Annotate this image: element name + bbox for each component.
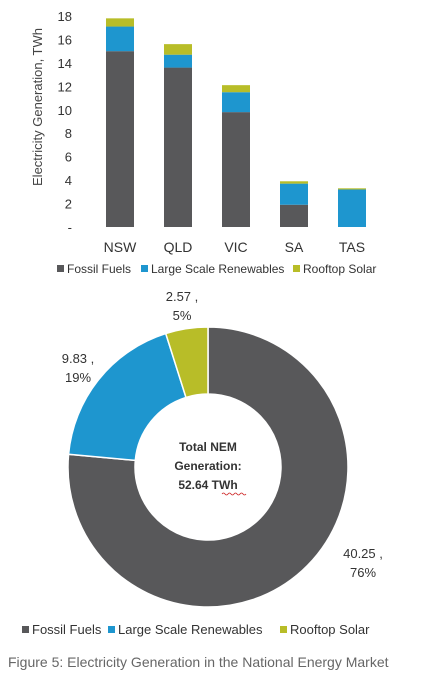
bar-x-tick-label: NSW (104, 239, 137, 255)
bar-x-tick-label: VIC (224, 239, 247, 255)
bar-y-tick-label: 8 (65, 126, 72, 141)
bar-y-tick-label: 18 (58, 9, 72, 24)
bar-legend-swatch (141, 265, 148, 272)
donut-data-label-value: 40.25 , (343, 546, 383, 561)
donut-legend-label: Fossil Fuels (32, 622, 102, 637)
bar-legend-swatch (57, 265, 64, 272)
bar-segment-nsw-rooftop (106, 18, 134, 27)
donut-legend-label: Large Scale Renewables (118, 622, 263, 637)
donut-legend-swatch (108, 626, 115, 633)
bar-segment-sa-renewables (280, 183, 308, 205)
bar-y-tick-label: 4 (65, 173, 72, 188)
donut-slices (67, 326, 349, 608)
bar-x-labels: NSW QLD VIC SA TAS (104, 239, 365, 255)
donut-center-line: Generation: (174, 459, 241, 473)
bar-chart: Electricity Generation, TWh - 2 4 6 8 10 12 14 1… (30, 9, 376, 276)
donut-center-line: 52.64 TWh (178, 478, 237, 492)
bar-legend-label: Large Scale Renewables (151, 262, 284, 276)
bar-y-tick-label: 14 (58, 56, 72, 71)
bar-segment-qld-fossil (164, 67, 192, 227)
bar-segment-tas-rooftop (338, 188, 366, 190)
bar-y-tick-label: 2 (65, 197, 72, 212)
bar-segment-qld-renewables (164, 54, 192, 68)
spellcheck-underline (221, 492, 247, 496)
bar-segment-vic-rooftop (222, 85, 250, 93)
donut-data-label-percent: 76% (350, 565, 376, 580)
bar-segment-nsw-renewables (106, 26, 134, 52)
donut-chart: Total NEM Generation: 52.64 TWh 40.25 , 76%… (22, 289, 383, 637)
bar-y-tick-label: 16 (58, 32, 72, 47)
bar-segment-vic-renewables (222, 92, 250, 113)
bar-segment-nsw-fossil (106, 51, 134, 227)
bar-bars (106, 18, 366, 227)
bar-y-tick-label: - (68, 220, 72, 235)
donut-data-label-percent: 19% (65, 370, 91, 385)
bar-legend-label: Rooftop Solar (303, 262, 376, 276)
bar-y-tick-label: 10 (58, 103, 72, 118)
donut-data-label-value: 9.83 , (62, 351, 95, 366)
bar-segment-tas-renewables (338, 189, 366, 227)
donut-legend-swatch (280, 626, 287, 633)
bar-legend: Fossil Fuels Large Scale Renewables Roofto… (57, 262, 376, 276)
donut-data-label-percent: 5% (173, 308, 192, 323)
donut-slice-rooftop (164, 326, 209, 399)
donut-slice-fossil (67, 326, 349, 608)
donut-legend-swatch (22, 626, 29, 633)
bar-x-tick-label: TAS (339, 239, 365, 255)
donut-center-line: Total NEM (179, 440, 237, 454)
bar-segment-vic-fossil (222, 112, 250, 227)
bar-y-tick-label: 12 (58, 79, 72, 94)
donut-legend-label: Rooftop Solar (290, 622, 370, 637)
bar-y-tick-label: 6 (65, 150, 72, 165)
bar-x-tick-label: QLD (164, 239, 193, 255)
bar-y-ticks: - 2 4 6 8 10 12 14 16 18 (58, 9, 72, 235)
figure-caption: Figure 5: Electricity Generation in the … (8, 654, 389, 670)
bar-x-tick-label: SA (285, 239, 304, 255)
donut-data-label-value: 2.57 , (166, 289, 199, 304)
bar-segment-qld-rooftop (164, 44, 192, 55)
bar-y-axis-title: Electricity Generation, TWh (30, 28, 45, 186)
bar-legend-swatch (293, 265, 300, 272)
donut-legend: Fossil Fuels Large Scale Renewables Roofto… (22, 622, 370, 637)
donut-data-labels: 40.25 , 76% 9.83 , 19% 2.57 , 5% (62, 289, 383, 580)
bar-legend-label: Fossil Fuels (67, 262, 131, 276)
bar-segment-sa-rooftop (280, 181, 308, 184)
donut-center-text: Total NEM Generation: 52.64 TWh (174, 440, 247, 496)
bar-segment-sa-fossil (280, 204, 308, 227)
